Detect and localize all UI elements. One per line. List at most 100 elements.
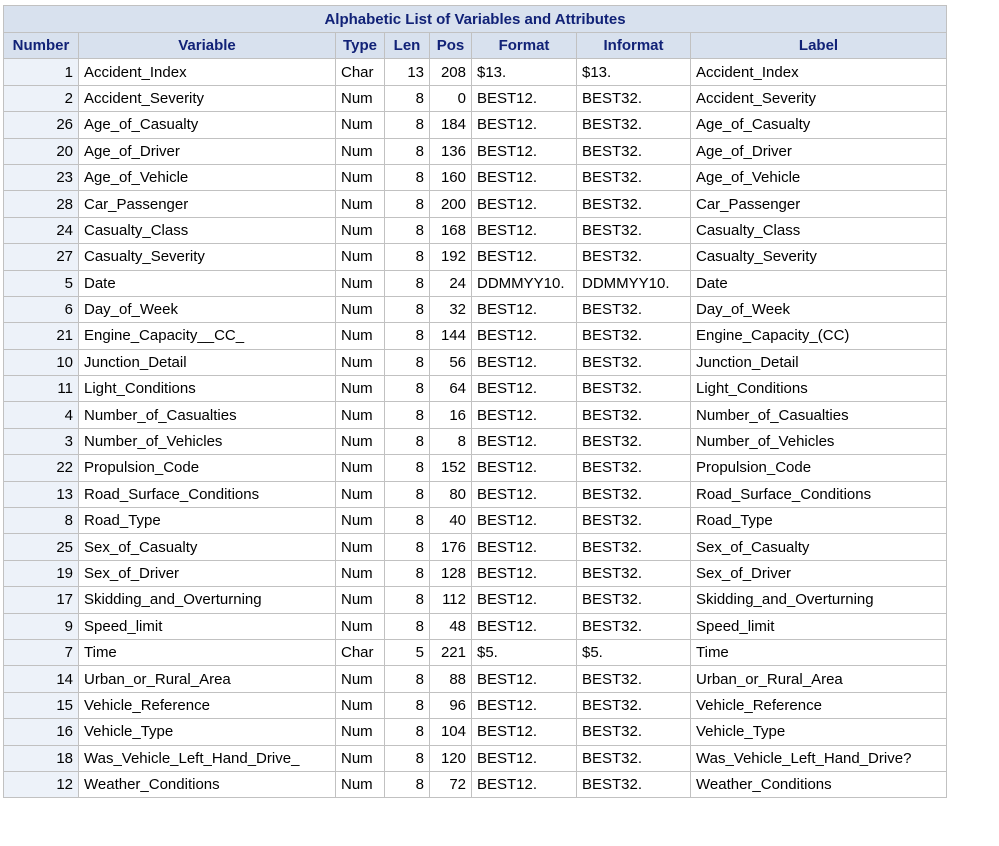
cell-informat: BEST32. — [576, 586, 691, 614]
cell-label: Sex_of_Driver — [689, 559, 948, 588]
cell-variable: Number_of_Casualties — [78, 401, 336, 429]
cell-number: 27 — [3, 243, 79, 271]
cell-type: Num — [335, 665, 385, 693]
cell-type: Num — [335, 190, 385, 218]
cell-label: Sex_of_Casualty — [689, 533, 948, 561]
cell-variable: Engine_Capacity__CC_ — [78, 322, 336, 350]
cell-variable: Weather_Conditions — [78, 770, 336, 799]
cell-type: Num — [335, 533, 385, 561]
cell-type: Num — [335, 718, 385, 746]
cell-label: Time — [689, 638, 948, 667]
cell-informat: BEST32. — [576, 375, 691, 403]
table-row: 2 Accident_Severity Num 8 0 BEST12. BEST32. Acc… — [3, 84, 948, 113]
table-row: 21 Engine_Capacity__CC_ Num 8 144 BEST12. BEST… — [3, 322, 948, 350]
cell-len: 8 — [384, 375, 430, 403]
cell-format: BEST12. — [471, 375, 577, 403]
cell-label: Road_Type — [689, 507, 948, 535]
cell-number: 8 — [3, 507, 79, 535]
cell-type: Num — [335, 559, 385, 588]
cell-len: 8 — [384, 480, 430, 509]
cell-pos: 64 — [429, 375, 472, 403]
cell-type: Num — [335, 269, 385, 297]
table-row: 25 Sex_of_Casualty Num 8 176 BEST12. BEST32. Se… — [3, 533, 948, 561]
cell-number: 18 — [3, 744, 79, 772]
cell-pos: 128 — [429, 559, 472, 588]
table-row: 24 Casualty_Class Num 8 168 BEST12. BEST32. Cas… — [3, 216, 948, 245]
cell-number: 6 — [3, 295, 79, 324]
cell-variable: Day_of_Week — [78, 295, 336, 324]
cell-format: BEST12. — [471, 559, 577, 588]
cell-informat: BEST32. — [576, 507, 691, 535]
cell-variable: Date — [78, 269, 336, 297]
cell-variable: Number_of_Vehicles — [78, 427, 336, 456]
cell-pos: 56 — [429, 348, 472, 377]
cell-pos: 88 — [429, 665, 472, 693]
cell-informat: BEST32. — [576, 427, 691, 456]
cell-pos: 160 — [429, 163, 472, 192]
cell-len: 5 — [384, 638, 430, 667]
cell-number: 13 — [3, 480, 79, 509]
cell-informat: $13. — [576, 58, 691, 86]
cell-type: Num — [335, 401, 385, 429]
cell-type: Num — [335, 111, 385, 139]
cell-type: Num — [335, 322, 385, 350]
cell-type: Char — [335, 58, 385, 86]
cell-label: Speed_limit — [689, 612, 948, 640]
table-row: 13 Road_Surface_Conditions Num 8 80 BEST12. BE… — [3, 480, 948, 509]
cell-number: 28 — [3, 190, 79, 218]
cell-format: BEST12. — [471, 744, 577, 772]
table-row: 14 Urban_or_Rural_Area Num 8 88 BEST12. BEST32… — [3, 665, 948, 693]
cell-len: 8 — [384, 427, 430, 456]
cell-pos: 168 — [429, 216, 472, 245]
table-row: 23 Age_of_Vehicle Num 8 160 BEST12. BEST32. Age… — [3, 163, 948, 192]
cell-len: 8 — [384, 269, 430, 297]
cell-number: 22 — [3, 454, 79, 482]
cell-number: 17 — [3, 586, 79, 614]
cell-number: 5 — [3, 269, 79, 297]
cell-len: 8 — [384, 586, 430, 614]
cell-format: BEST12. — [471, 322, 577, 350]
cell-label: Weather_Conditions — [689, 770, 948, 799]
cell-number: 2 — [3, 84, 79, 113]
cell-type: Num — [335, 454, 385, 482]
header-number: Number — [3, 31, 79, 60]
cell-label: Day_of_Week — [689, 295, 948, 324]
cell-informat: BEST32. — [576, 401, 691, 429]
cell-number: 16 — [3, 718, 79, 746]
cell-pos: 32 — [429, 295, 472, 324]
cell-informat: BEST32. — [576, 348, 691, 377]
cell-informat: BEST32. — [576, 163, 691, 192]
table-body: 1 Accident_Index Char 13 208 $13. $13. Accident… — [3, 58, 948, 799]
cell-format: BEST12. — [471, 533, 577, 561]
cell-number: 7 — [3, 638, 79, 667]
cell-number: 21 — [3, 322, 79, 350]
cell-informat: BEST32. — [576, 322, 691, 350]
cell-type: Num — [335, 586, 385, 614]
cell-len: 8 — [384, 84, 430, 113]
cell-informat: BEST32. — [576, 744, 691, 772]
cell-label: Car_Passenger — [689, 190, 948, 218]
cell-format: BEST12. — [471, 163, 577, 192]
cell-pos: 48 — [429, 612, 472, 640]
cell-variable: Road_Type — [78, 507, 336, 535]
cell-format: BEST12. — [471, 137, 577, 165]
cell-pos: 208 — [429, 58, 472, 86]
table-row: 15 Vehicle_Reference Num 8 96 BEST12. BEST32. V… — [3, 691, 948, 720]
table-row: 20 Age_of_Driver Num 8 136 BEST12. BEST32. Age_… — [3, 137, 948, 165]
cell-number: 14 — [3, 665, 79, 693]
header-len: Len — [384, 31, 430, 60]
cell-pos: 40 — [429, 507, 472, 535]
cell-format: $13. — [471, 58, 577, 86]
cell-format: BEST12. — [471, 84, 577, 113]
cell-pos: 80 — [429, 480, 472, 509]
cell-label: Skidding_and_Overturning — [689, 586, 948, 614]
table-row: 5 Date Num 8 24 DDMMYY10. DDMMYY10. Date — [3, 269, 948, 297]
cell-format: BEST12. — [471, 770, 577, 799]
cell-len: 8 — [384, 322, 430, 350]
cell-informat: BEST32. — [576, 533, 691, 561]
cell-informat: BEST32. — [576, 216, 691, 245]
cell-type: Char — [335, 638, 385, 667]
cell-len: 8 — [384, 348, 430, 377]
cell-type: Num — [335, 295, 385, 324]
cell-informat: BEST32. — [576, 243, 691, 271]
